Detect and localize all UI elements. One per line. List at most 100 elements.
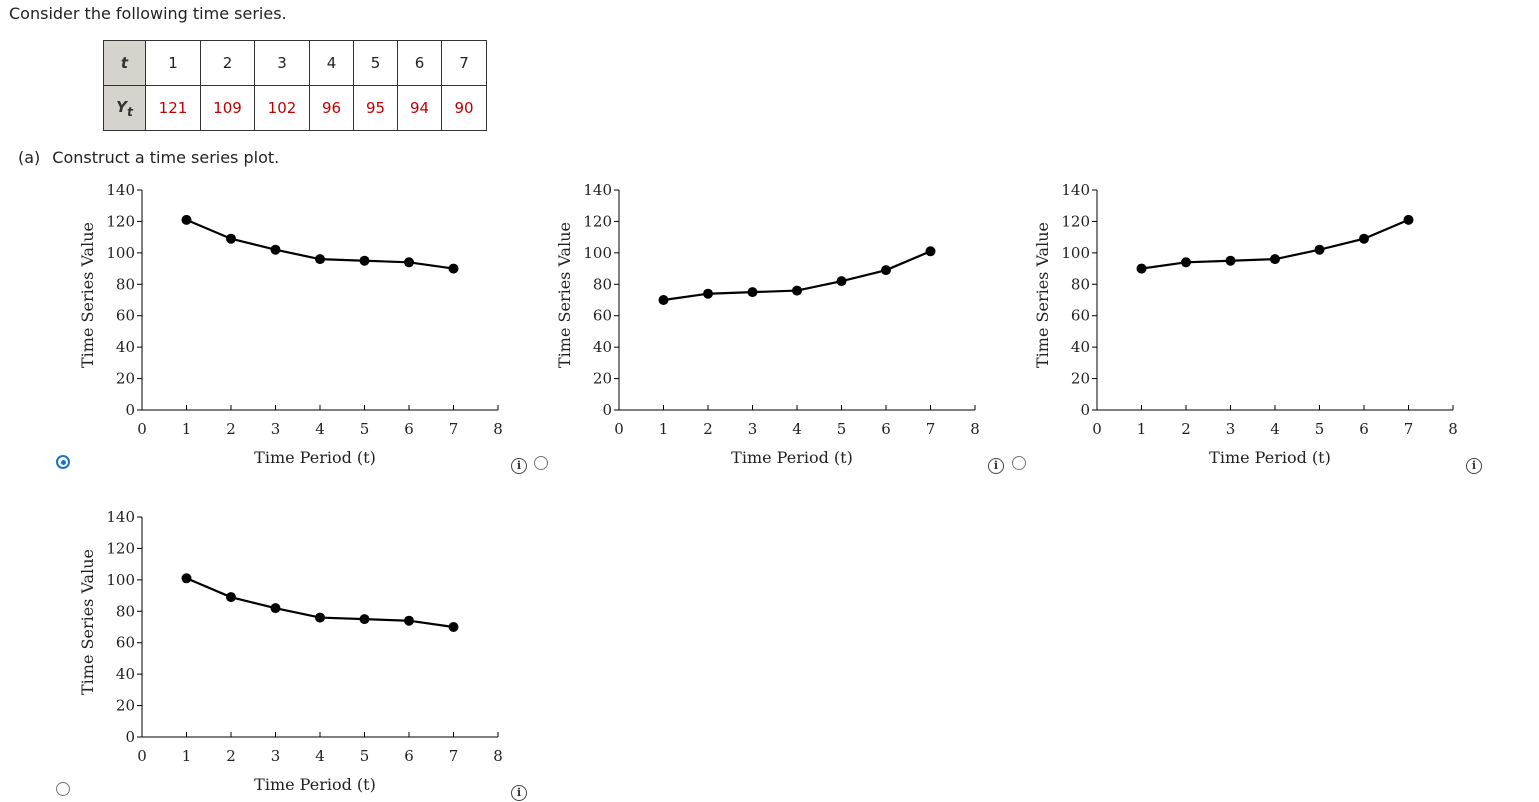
x-tick-label: 5 (360, 420, 370, 438)
x-tick-label: 0 (614, 420, 624, 438)
y-tick-label: 60 (116, 634, 135, 652)
y-tick-label: 20 (116, 697, 135, 715)
chart-option-4: 0 20 40 60 80 100 120 140 0 1 2 3 4 5 6 7 8 Time Period (… (78, 508, 503, 794)
t-cell: 4 (309, 40, 354, 86)
option-3-radio[interactable] (1012, 456, 1026, 470)
y-axis-title: Time Series Value (78, 222, 97, 368)
data-point (1314, 244, 1325, 255)
x-tick-label: 2 (1181, 420, 1191, 438)
data-point (359, 614, 370, 625)
y-tick-label: 80 (593, 275, 612, 293)
y-header-letter: Y (116, 97, 127, 116)
x-tick-label: 1 (659, 420, 669, 438)
y-tick-label: 100 (106, 244, 135, 262)
x-tick-label: 3 (1226, 420, 1236, 438)
y-tick-label: 80 (1071, 275, 1090, 293)
x-tick-label: 7 (1404, 420, 1414, 438)
table-row-y: Yt 121 109 102 96 95 94 90 (103, 85, 487, 131)
y-tick-label: 0 (125, 728, 135, 746)
data-point (1136, 263, 1147, 274)
y-cell: 96 (309, 85, 354, 131)
y-tick-label: 120 (583, 212, 612, 230)
x-tick-label: 0 (137, 747, 147, 765)
option-1-info-icon[interactable]: i (511, 458, 527, 474)
y-cell: 90 (441, 85, 487, 131)
data-point (448, 263, 459, 274)
data-point (792, 285, 802, 296)
option-2-info-icon[interactable]: i (988, 458, 1004, 474)
data-point (226, 233, 236, 244)
option-4-radio[interactable] (56, 782, 70, 796)
x-tick-label: 5 (1315, 420, 1325, 438)
data-point (1403, 214, 1414, 225)
y-tick-label: 20 (1071, 370, 1090, 388)
option-4-info-icon[interactable]: i (511, 785, 527, 801)
y-tick-label: 0 (602, 401, 612, 419)
t-cell: 7 (441, 40, 487, 86)
x-tick-label: 3 (271, 420, 281, 438)
x-axis-title: Time Period (t) (731, 448, 853, 467)
y-tick-label: 60 (1071, 307, 1090, 325)
data-point (1359, 233, 1369, 244)
data-point (1225, 255, 1236, 266)
option-2-radio[interactable] (534, 456, 548, 470)
data-point (270, 603, 281, 614)
y-axis-title: Time Series Value (555, 222, 574, 368)
x-tick-label: 1 (1137, 420, 1147, 438)
y-tick-label: 140 (1061, 181, 1090, 199)
y-cell: 95 (353, 85, 398, 131)
table-row-t: t 1 2 3 4 5 6 7 (103, 40, 487, 86)
y-tick-label: 60 (593, 307, 612, 325)
y-tick-label: 0 (1080, 401, 1090, 419)
y-cell: 102 (254, 85, 310, 131)
t-cell: 3 (254, 40, 310, 86)
x-tick-label: 6 (404, 747, 414, 765)
x-tick-label: 2 (703, 420, 713, 438)
x-tick-label: 2 (226, 420, 236, 438)
part-a-text: Construct a time series plot. (52, 148, 280, 167)
x-tick-label: 8 (493, 420, 503, 438)
x-tick-label: 0 (1092, 420, 1102, 438)
data-point (1181, 257, 1191, 268)
x-tick-label: 1 (182, 420, 192, 438)
x-tick-label: 8 (1448, 420, 1458, 438)
y-header: Yt (103, 85, 146, 131)
data-point (270, 244, 281, 255)
t-cell: 1 (145, 40, 201, 86)
part-a-prompt: (a) Construct a time series plot. (18, 148, 279, 167)
y-tick-label: 100 (1061, 244, 1090, 262)
y-tick-label: 100 (106, 571, 135, 589)
y-tick-label: 20 (116, 370, 135, 388)
data-point (747, 287, 758, 298)
y-tick-label: 60 (116, 307, 135, 325)
data-point (836, 276, 847, 287)
y-tick-label: 80 (116, 602, 135, 620)
x-tick-label: 4 (315, 747, 325, 765)
x-tick-label: 6 (404, 420, 414, 438)
y-tick-label: 140 (583, 181, 612, 199)
x-tick-label: 8 (970, 420, 980, 438)
y-tick-label: 40 (116, 338, 135, 356)
data-point (658, 295, 669, 305)
option-1-radio[interactable] (56, 455, 70, 469)
y-tick-label: 140 (106, 181, 135, 199)
option-3-info-icon[interactable]: i (1466, 458, 1482, 474)
y-cell: 94 (397, 85, 442, 131)
t-cell: 5 (353, 40, 398, 86)
y-header-subscript: t (126, 103, 133, 119)
data-point (925, 246, 936, 257)
part-a-label: (a) (18, 148, 41, 167)
y-tick-label: 0 (125, 401, 135, 419)
y-tick-label: 40 (1071, 338, 1090, 356)
t-cell: 6 (397, 40, 442, 86)
y-tick-label: 120 (106, 539, 135, 557)
data-point (404, 257, 414, 268)
data-point (404, 615, 414, 626)
x-axis-title: Time Period (t) (254, 448, 376, 467)
chart-option-3: 0 20 40 60 80 100 120 140 0 1 2 3 4 5 6 7 8 Time Period (… (1033, 181, 1458, 467)
x-tick-label: 3 (271, 747, 281, 765)
data-point (315, 254, 325, 265)
x-tick-label: 3 (748, 420, 758, 438)
intro-text: Consider the following time series. (9, 4, 287, 23)
x-tick-label: 4 (1270, 420, 1280, 438)
